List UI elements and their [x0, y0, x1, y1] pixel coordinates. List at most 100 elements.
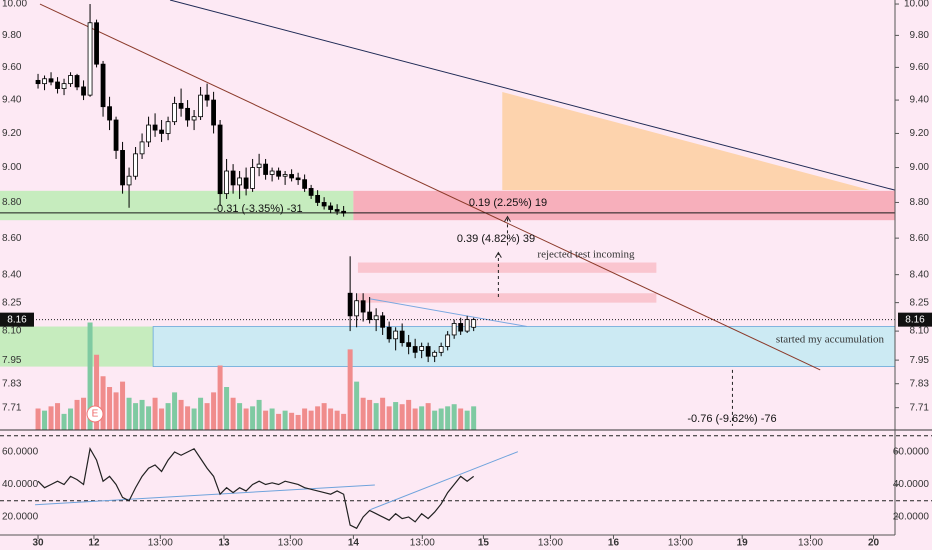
volume-bar [373, 403, 379, 430]
candle-body [458, 323, 464, 332]
rsi-line [37, 447, 475, 530]
volume-bar [367, 399, 373, 430]
volume-bar [185, 406, 191, 430]
candle-body [315, 195, 321, 203]
volume-bar [451, 404, 457, 430]
candle-body [328, 205, 334, 210]
volume-bar [48, 406, 54, 430]
annotation: rejected test incoming [537, 249, 635, 261]
y-tick-label: 10.00 [904, 0, 929, 10]
y-tick-label: 9.60 [910, 62, 930, 73]
y-tick-label: 7.83 [2, 378, 22, 389]
y-tick-label: 9.20 [910, 128, 930, 139]
annotation: -0.31 (-3.35%) -31 [213, 203, 302, 215]
price-tag-label: 8.16 [905, 314, 925, 325]
volume-bar [458, 408, 464, 430]
y-tick-label: 8.80 [910, 197, 930, 208]
candle-body [230, 170, 236, 186]
x-tick-label: 15 [478, 538, 490, 549]
annotation: started my accumulation [776, 334, 885, 346]
candle-body [81, 86, 86, 96]
trend-line [370, 451, 519, 511]
trend-line [169, 0, 896, 191]
arrow-head [504, 215, 511, 222]
volume-bar [224, 387, 230, 430]
candle-body [74, 75, 80, 88]
candle-body [269, 170, 275, 175]
y-tick-label: 9.00 [2, 162, 22, 173]
candle-body [471, 319, 477, 328]
price-tag-label: 8.16 [7, 314, 27, 325]
candle-body [341, 210, 347, 214]
triangle-zone [502, 92, 871, 191]
trend-line [35, 484, 375, 506]
candle-body [393, 330, 399, 340]
candle-body [87, 22, 93, 96]
volume-bar [198, 397, 204, 430]
y-tick-label: 60.0000 [893, 447, 930, 458]
volume-bar [412, 408, 418, 430]
volume-bar [419, 406, 425, 430]
candle-body [464, 319, 470, 332]
y-tick-label: 7.95 [910, 355, 930, 366]
candle-body [295, 177, 301, 181]
zone [357, 293, 657, 303]
candle-body [380, 315, 386, 328]
y-tick-label: 9.60 [2, 62, 22, 73]
y-tick-label: 8.60 [910, 233, 930, 244]
volume-bar [276, 413, 282, 430]
volume-bar [211, 392, 217, 430]
y-tick-label: 8.10 [910, 326, 930, 337]
volume-bar [107, 387, 113, 430]
volume-bar [126, 397, 132, 430]
volume-bar [146, 406, 152, 430]
zone [0, 326, 154, 367]
candle-body [334, 209, 340, 212]
candle-body [126, 175, 132, 186]
candle-body [100, 63, 106, 108]
volume-bar [172, 392, 178, 430]
x-tick-label: 13 [218, 538, 230, 549]
candle-body [445, 334, 451, 347]
candle-body [386, 326, 392, 340]
candle-body [55, 81, 60, 89]
y-tick-label: 40.0000 [2, 479, 39, 490]
x-tick-label: 20 [868, 538, 880, 549]
volume-bar [42, 410, 48, 430]
volume-bar [386, 406, 392, 430]
volume-bar [341, 413, 347, 430]
candle-body [204, 94, 210, 101]
volume-bar [217, 365, 223, 430]
x-tick-label: 13:00 [410, 538, 435, 549]
x-tick-label: 13:00 [148, 538, 173, 549]
y-tick-label: 7.71 [910, 402, 930, 413]
candle-body [425, 346, 431, 357]
trend-line [370, 298, 528, 328]
event-label: E [92, 409, 99, 420]
annotation: 0.39 (4.82%) 39 [457, 233, 535, 245]
volume-bar [191, 408, 197, 430]
x-tick-label: 30 [32, 538, 44, 549]
volume-bar [120, 381, 126, 430]
volume-bar [289, 412, 295, 430]
volume-bar [321, 403, 327, 430]
candle-body [354, 300, 360, 317]
candle-body [152, 124, 158, 131]
volume-bar [432, 410, 438, 430]
volume-bar [315, 406, 321, 430]
volume-bar [425, 403, 431, 430]
volume-bar [68, 408, 74, 430]
y-tick-label: 9.20 [2, 128, 22, 139]
candle-body [276, 170, 282, 177]
price-tag [0, 312, 34, 327]
candle-body [289, 174, 295, 179]
volume-bar [302, 408, 308, 430]
volume-bar [87, 322, 93, 430]
y-tick-label: 8.10 [2, 326, 22, 337]
y-tick-label: 9.40 [910, 95, 930, 106]
y-tick-label: 7.95 [2, 355, 22, 366]
candle-body [438, 346, 444, 353]
candle-body [321, 202, 327, 207]
candle-body [68, 75, 73, 85]
candle-body [419, 346, 425, 351]
